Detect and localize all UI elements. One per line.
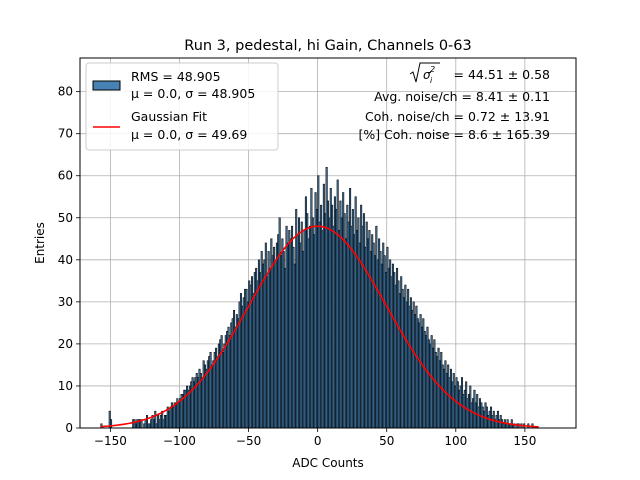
y-tick-label: 60: [58, 169, 73, 183]
x-tick-label: −150: [94, 434, 127, 448]
legend-histogram-detail: μ = 0.0, σ = 48.905: [131, 86, 255, 101]
svg-text:σ: σ: [423, 68, 431, 82]
sigma-formula-icon: √σᵢ² σ 2 i: [409, 62, 440, 85]
x-axis-ticks: −150 −100 −50 0 50 100 150: [94, 428, 536, 448]
legend-fit-detail: μ = 0.0, σ = 49.69: [131, 127, 247, 142]
chart-title: Run 3, pedestal, hi Gain, Channels 0-63: [184, 38, 471, 54]
gaussian-fit-line: [100, 225, 539, 428]
annotation-avg-noise: Avg. noise/ch = 8.41 ± 0.11: [374, 89, 550, 104]
y-tick-label: 20: [58, 337, 73, 351]
plot-frame: [79, 57, 577, 429]
y-tick-label: 80: [58, 85, 73, 99]
annotation-sigma-value: = 44.51 ± 0.58: [454, 67, 551, 82]
histogram-bar: [110, 419, 113, 429]
x-tick-label: 100: [444, 434, 467, 448]
svg-text:2: 2: [430, 65, 435, 74]
y-axis-ticks: 0 10 20 30 40 50 60 70 80: [58, 85, 80, 435]
y-tick-label: 0: [65, 421, 73, 435]
x-tick-label: 0: [314, 434, 322, 448]
legend: RMS = 48.905 μ = 0.0, σ = 48.905 Gaussia…: [85, 62, 279, 151]
x-tick-label: 150: [513, 434, 536, 448]
histogram-bars: [100, 167, 534, 429]
y-tick-label: 30: [58, 295, 73, 309]
legend-histogram-label: RMS = 48.905: [131, 69, 221, 84]
x-tick-label: 50: [379, 434, 394, 448]
y-tick-label: 70: [58, 127, 73, 141]
legend-fit-label: Gaussian Fit: [131, 109, 207, 124]
annotation-coh-noise: Coh. noise/ch = 0.72 ± 13.91: [365, 109, 550, 124]
y-tick-label: 10: [58, 379, 73, 393]
y-tick-label: 50: [58, 211, 73, 225]
legend-histogram-swatch: [92, 80, 121, 91]
y-axis-label: Entries: [33, 222, 47, 264]
legend-box: [85, 62, 279, 151]
x-tick-label: −50: [236, 434, 261, 448]
x-axis-label: ADC Counts: [292, 456, 364, 470]
svg-text:i: i: [430, 76, 433, 85]
annotation-coh-noise-percent: [%] Coh. noise = 8.6 ± 165.39: [358, 127, 550, 142]
x-tick-label: −100: [163, 434, 196, 448]
y-tick-label: 40: [58, 253, 73, 267]
noise-annotations: √σᵢ² σ 2 i = 44.51 ± 0.58 Avg. noise/ch …: [358, 62, 551, 142]
